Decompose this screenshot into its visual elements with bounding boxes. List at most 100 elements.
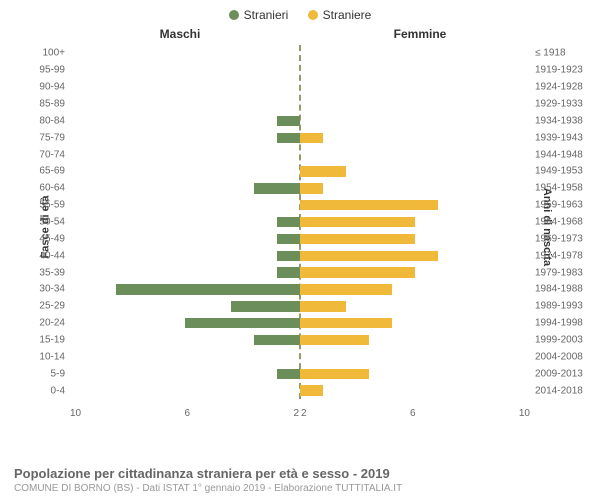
birth-label: 2014-2018 bbox=[535, 385, 590, 396]
age-label: 40-44 bbox=[10, 250, 65, 261]
plot-area: 100+≤ 191895-991919-192390-941924-192885… bbox=[70, 45, 530, 399]
bar-male bbox=[277, 133, 300, 143]
chart-row: 40-441974-1978 bbox=[70, 247, 530, 264]
birth-label: 1924-1928 bbox=[535, 82, 590, 93]
bar-male bbox=[277, 369, 300, 379]
bar-female bbox=[300, 133, 323, 143]
bar-male bbox=[277, 251, 300, 261]
bar-male bbox=[116, 284, 300, 294]
bar-male bbox=[277, 217, 300, 227]
x-tick: 6 bbox=[410, 408, 416, 419]
dot-icon bbox=[229, 10, 239, 20]
bar-female bbox=[300, 217, 415, 227]
birth-label: 1954-1958 bbox=[535, 183, 590, 194]
bar-female bbox=[300, 251, 438, 261]
bar-female bbox=[300, 284, 392, 294]
bar-male bbox=[277, 234, 300, 244]
birth-label: 1959-1963 bbox=[535, 200, 590, 211]
age-label: 45-49 bbox=[10, 233, 65, 244]
birth-label: 1969-1973 bbox=[535, 233, 590, 244]
bar-male bbox=[231, 301, 300, 311]
pyramid-chart: Maschi Femmine Fasce di età Anni di nasc… bbox=[0, 27, 600, 427]
age-label: 65-69 bbox=[10, 166, 65, 177]
x-tick: 10 bbox=[519, 408, 530, 419]
legend-male: Stranieri bbox=[229, 8, 289, 22]
birth-label: 1989-1993 bbox=[535, 301, 590, 312]
chart-footer: Popolazione per cittadinanza straniera p… bbox=[14, 466, 586, 494]
chart-row: 15-191999-2003 bbox=[70, 332, 530, 349]
birth-label: 1994-1998 bbox=[535, 318, 590, 329]
chart-row: 20-241994-1998 bbox=[70, 315, 530, 332]
x-tick: 10 bbox=[70, 408, 81, 419]
bar-female bbox=[300, 200, 438, 210]
age-label: 80-84 bbox=[10, 115, 65, 126]
chart-row: 90-941924-1928 bbox=[70, 79, 530, 96]
chart-row: 45-491969-1973 bbox=[70, 230, 530, 247]
x-tick: 2 bbox=[293, 408, 299, 419]
chart-row: 55-591959-1963 bbox=[70, 197, 530, 214]
x-tick: 6 bbox=[185, 408, 191, 419]
age-label: 35-39 bbox=[10, 267, 65, 278]
bar-female bbox=[300, 183, 323, 193]
chart-row: 50-541964-1968 bbox=[70, 214, 530, 231]
bar-female bbox=[300, 166, 346, 176]
legend-female: Straniere bbox=[308, 8, 372, 22]
bar-female bbox=[300, 267, 415, 277]
bar-male bbox=[277, 116, 300, 126]
dot-icon bbox=[308, 10, 318, 20]
bar-male bbox=[254, 335, 300, 345]
chart-subtitle: COMUNE DI BORNO (BS) - Dati ISTAT 1° gen… bbox=[14, 483, 586, 494]
age-label: 5-9 bbox=[10, 368, 65, 379]
age-label: 15-19 bbox=[10, 335, 65, 346]
age-label: 90-94 bbox=[10, 82, 65, 93]
header-males: Maschi bbox=[0, 27, 300, 41]
birth-label: 2009-2013 bbox=[535, 368, 590, 379]
bar-female bbox=[300, 234, 415, 244]
chart-title: Popolazione per cittadinanza straniera p… bbox=[14, 466, 586, 481]
chart-row: 80-841934-1938 bbox=[70, 112, 530, 129]
legend-female-label: Straniere bbox=[323, 8, 372, 22]
bar-female bbox=[300, 318, 392, 328]
bar-female bbox=[300, 369, 369, 379]
x-tick: 2 bbox=[301, 408, 307, 419]
chart-row: 85-891929-1933 bbox=[70, 96, 530, 113]
birth-label: 2004-2008 bbox=[535, 351, 590, 362]
chart-row: 30-341984-1988 bbox=[70, 281, 530, 298]
birth-label: 1949-1953 bbox=[535, 166, 590, 177]
chart-row: 5-92009-2013 bbox=[70, 365, 530, 382]
chart-row: 95-991919-1923 bbox=[70, 62, 530, 79]
chart-row: 60-641954-1958 bbox=[70, 180, 530, 197]
birth-label: 1999-2003 bbox=[535, 335, 590, 346]
birth-label: 1929-1933 bbox=[535, 99, 590, 110]
bar-female bbox=[300, 301, 346, 311]
column-headers: Maschi Femmine bbox=[0, 27, 600, 41]
birth-label: 1939-1943 bbox=[535, 132, 590, 143]
age-label: 100+ bbox=[10, 48, 65, 59]
birth-label: 1944-1948 bbox=[535, 149, 590, 160]
chart-row: 25-291989-1993 bbox=[70, 298, 530, 315]
age-label: 95-99 bbox=[10, 65, 65, 76]
age-label: 85-89 bbox=[10, 99, 65, 110]
chart-row: 75-791939-1943 bbox=[70, 129, 530, 146]
x-axis: 10 6 2 2 6 10 bbox=[70, 408, 530, 419]
age-label: 10-14 bbox=[10, 351, 65, 362]
chart-rows: 100+≤ 191895-991919-192390-941924-192885… bbox=[70, 45, 530, 399]
bar-female bbox=[300, 385, 323, 395]
chart-row: 0-42014-2018 bbox=[70, 382, 530, 399]
age-label: 60-64 bbox=[10, 183, 65, 194]
bar-male bbox=[277, 267, 300, 277]
legend-male-label: Stranieri bbox=[244, 8, 289, 22]
age-label: 75-79 bbox=[10, 132, 65, 143]
birth-label: ≤ 1918 bbox=[535, 48, 590, 59]
age-label: 50-54 bbox=[10, 217, 65, 228]
chart-row: 70-741944-1948 bbox=[70, 146, 530, 163]
age-label: 0-4 bbox=[10, 385, 65, 396]
age-label: 30-34 bbox=[10, 284, 65, 295]
age-label: 55-59 bbox=[10, 200, 65, 211]
chart-row: 35-391979-1983 bbox=[70, 264, 530, 281]
header-females: Femmine bbox=[300, 27, 600, 41]
chart-row: 100+≤ 1918 bbox=[70, 45, 530, 62]
bar-male bbox=[254, 183, 300, 193]
birth-label: 1974-1978 bbox=[535, 250, 590, 261]
chart-row: 10-142004-2008 bbox=[70, 348, 530, 365]
